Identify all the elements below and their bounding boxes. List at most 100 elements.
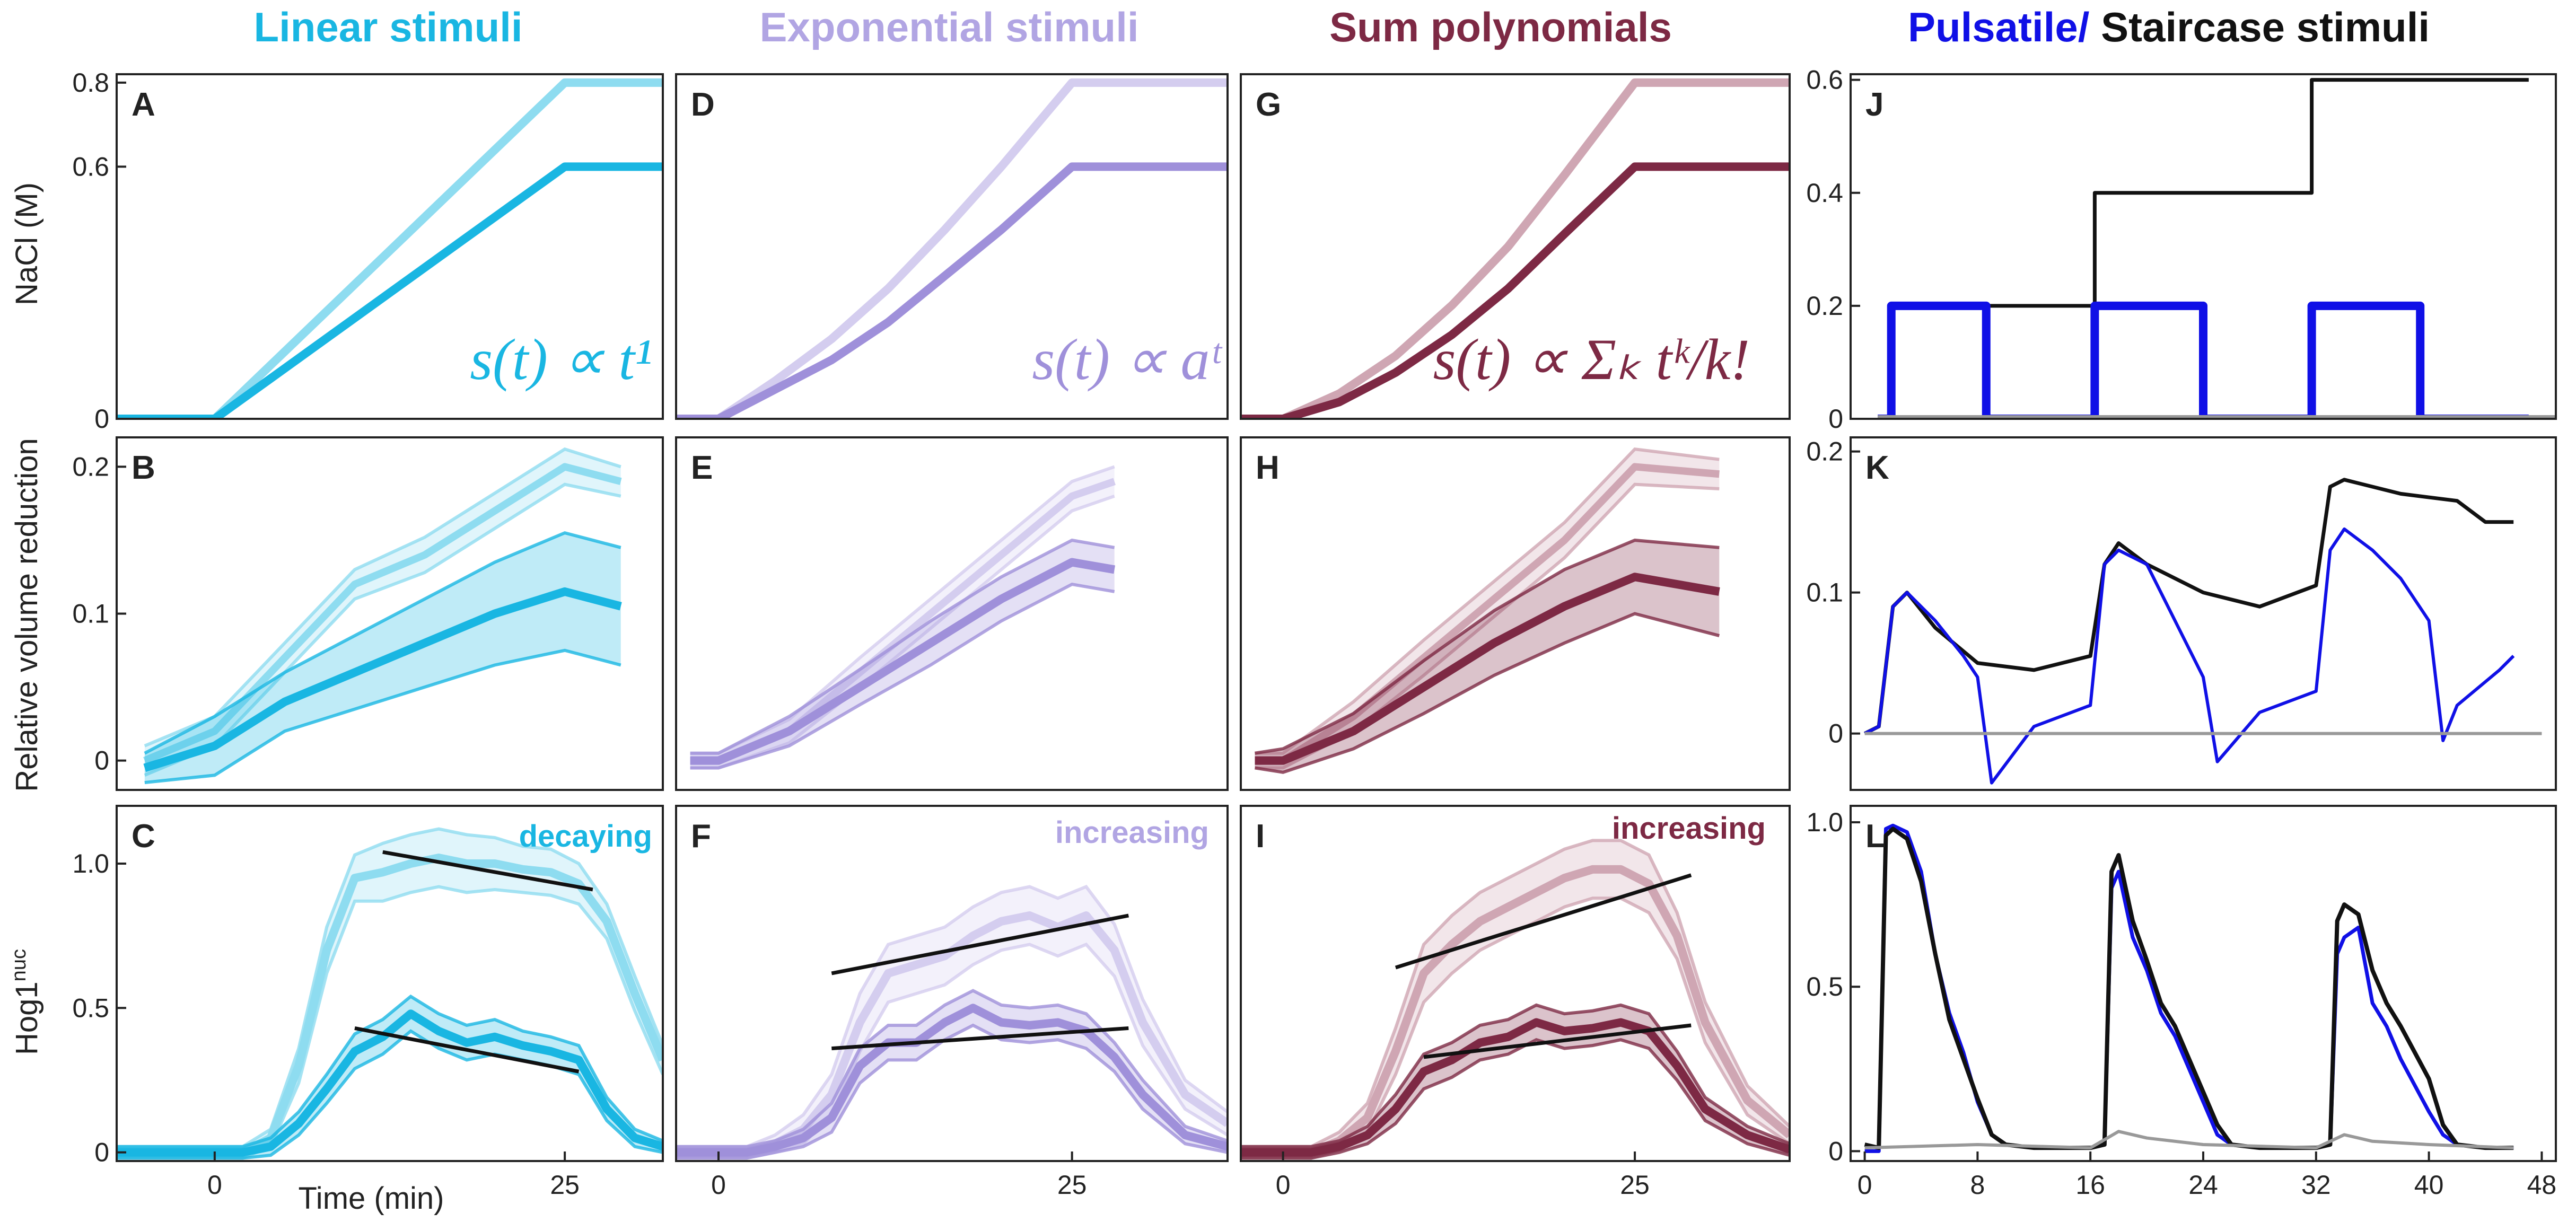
series-L-0 xyxy=(1864,823,2514,1153)
panel-F: 0 25 F xyxy=(675,805,1229,1200)
ytick-label-L-2: 1.0 xyxy=(1806,807,1843,837)
plot-area-L xyxy=(1864,823,2514,1153)
band-edge-C-1 xyxy=(117,994,663,1148)
series-F-1 xyxy=(676,1004,1228,1157)
band-F-0 xyxy=(676,886,1228,1158)
panel-letter-A: A xyxy=(132,86,155,123)
ytick-label-K-1: 0.1 xyxy=(1806,578,1843,608)
plot-area-B xyxy=(143,447,622,785)
title-pulsatile-staircase: Pulsatile/ Staircase stimuli xyxy=(1908,4,2430,50)
panel-E: E xyxy=(675,436,1229,791)
plot-area-K xyxy=(1864,478,2542,785)
panel-K: 0 0.1 0.2 K xyxy=(1806,436,2557,791)
band-edge-B-0 xyxy=(144,447,621,748)
panel-letter-B: B xyxy=(132,450,155,486)
panel-letter-C: C xyxy=(132,818,155,855)
plot-area-I xyxy=(1241,839,1790,1160)
title-staircase: Staircase stimuli xyxy=(2089,4,2430,50)
panel-letter-I: I xyxy=(1256,818,1265,855)
plot-area-A xyxy=(117,78,663,419)
series-C-2 xyxy=(382,850,593,892)
ylabel-hog1-main: Hog1 xyxy=(10,981,44,1055)
band-edge-B-1 xyxy=(144,531,621,755)
ytick-label-B-0: 0 xyxy=(94,746,109,776)
xtick-label-L-0: 0 xyxy=(1857,1170,1872,1200)
ytick-label-K-0: 0 xyxy=(1828,719,1843,749)
series-F-3 xyxy=(831,1026,1129,1051)
panel-I: 0 25 I xyxy=(1240,805,1791,1200)
band-C-1 xyxy=(117,996,663,1158)
xtick-label-C-1: 25 xyxy=(550,1170,580,1200)
band-H-1 xyxy=(1255,540,1720,772)
series-F-2 xyxy=(831,913,1129,975)
band-edge-H-1 xyxy=(1255,538,1720,755)
band-edge-I-1 xyxy=(1241,1003,1790,1148)
title-exponential: Exponential stimuli xyxy=(759,4,1138,50)
plot-area-D xyxy=(676,78,1228,419)
frame-E xyxy=(675,436,1229,791)
ytick-label-J-2: 0.4 xyxy=(1806,178,1843,208)
series-I-1 xyxy=(1241,1018,1790,1157)
xtick-label-F-0: 0 xyxy=(711,1170,726,1200)
frame-G xyxy=(1240,73,1791,420)
xtick-label-L-3: 24 xyxy=(2188,1170,2218,1200)
band-edge-H-1 xyxy=(1255,612,1720,774)
ylabel-nacl: NaCl (M) xyxy=(10,182,44,305)
panel-letter-J: J xyxy=(1865,86,1883,123)
band-edge-E-1 xyxy=(690,538,1115,755)
series-J-1 xyxy=(1878,301,2529,419)
xtick-label-L-2: 16 xyxy=(2075,1170,2105,1200)
plot-area-J xyxy=(1878,78,2556,419)
series-C-1 xyxy=(117,1009,663,1157)
xtick-label-L-6: 48 xyxy=(2527,1170,2557,1200)
title-pulsatile: Pulsatile/ xyxy=(1908,4,2089,50)
frame-J xyxy=(1850,73,2557,420)
panel-letter-D: D xyxy=(691,86,715,123)
ytick-label-L-0: 0 xyxy=(1828,1136,1843,1166)
band-edge-F-0 xyxy=(676,942,1228,1160)
plot-area-E xyxy=(690,465,1116,770)
ytick-label-K-2: 0.2 xyxy=(1806,437,1843,467)
band-edge-C-0 xyxy=(117,827,663,1148)
panel-D: D xyxy=(675,73,1229,420)
plot-area-H xyxy=(1255,447,1720,774)
xtick-label-L-1: 8 xyxy=(1970,1170,1985,1200)
band-edge-F-1 xyxy=(676,1023,1228,1160)
band-edge-B-1 xyxy=(144,648,621,785)
ytick-label-B-2: 0.2 xyxy=(72,452,109,481)
title-polynomial: Sum polynomials xyxy=(1329,4,1672,50)
panel-letter-E: E xyxy=(691,450,713,486)
ytick-label-L-1: 0.5 xyxy=(1806,972,1843,1001)
series-I-0 xyxy=(1241,865,1790,1157)
formula-linear: s(t) ∝ t¹ xyxy=(470,327,652,392)
ylabel-hog1: Hog1nuc xyxy=(8,949,44,1055)
ytick-label-J-0: 0 xyxy=(1828,404,1843,434)
frame-D xyxy=(675,73,1229,420)
annotation-exp-increasing: increasing xyxy=(1055,815,1209,850)
ytick-label-B-1: 0.1 xyxy=(72,599,109,629)
ytick-label-J-3: 0.6 xyxy=(1806,65,1843,95)
band-edge-E-1 xyxy=(690,582,1115,770)
ylabel-volume: Relative volume reduction xyxy=(10,438,44,792)
frame-F xyxy=(675,805,1229,1162)
band-edge-C-0 xyxy=(117,885,663,1160)
series-D-1 xyxy=(676,162,1228,419)
annotation-decaying: decaying xyxy=(519,819,652,854)
xtick-label-L-5: 40 xyxy=(2414,1170,2444,1200)
panel-L: 0 0.5 1.0 0 8 16 24 32 40 48 L xyxy=(1806,805,2557,1200)
plot-area-G xyxy=(1241,78,1790,419)
series-B-1 xyxy=(143,587,622,772)
series-K-1 xyxy=(1864,527,2515,785)
ytick-label-C-2: 1.0 xyxy=(72,849,109,878)
ytick-label-A-2: 0.8 xyxy=(72,68,109,98)
ytick-label-A-0: 0 xyxy=(94,404,109,434)
panel-G: G xyxy=(1240,73,1791,420)
title-linear: Linear stimuli xyxy=(253,4,522,50)
band-edge-F-1 xyxy=(676,989,1228,1148)
panel-H: H xyxy=(1240,436,1791,791)
panel-J: 0 0.2 0.4 0.6 J xyxy=(1806,65,2557,434)
formula-polynomial: s(t) ∝ Σₖ tᵏ/k! xyxy=(1433,327,1750,392)
band-edge-H-0 xyxy=(1255,482,1720,770)
